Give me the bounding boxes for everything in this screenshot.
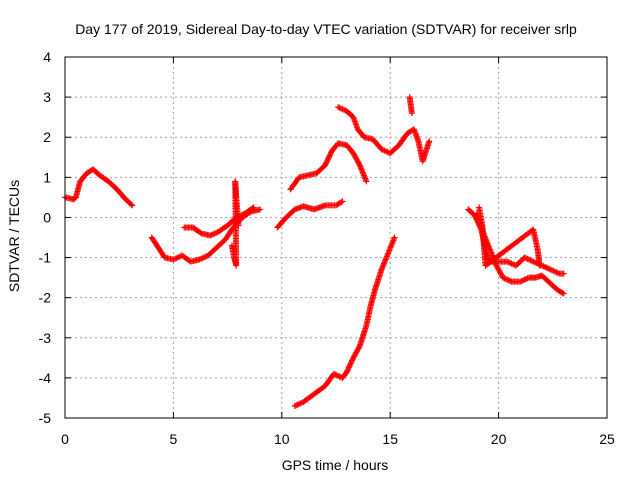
y-axis-label: SDTVAR / TECUs: [6, 180, 22, 292]
data-point: [197, 229, 204, 236]
data-point: [536, 262, 543, 269]
y-tick-label: -1: [39, 250, 52, 266]
y-tick-label: -5: [39, 410, 52, 426]
x-tick-label: 10: [274, 431, 290, 447]
data-point: [408, 110, 415, 117]
x-tick-label: 5: [170, 431, 178, 447]
x-tick-label: 15: [382, 431, 398, 447]
data-points: [62, 94, 567, 409]
chart-title: Day 177 of 2019, Sidereal Day-to-day VTE…: [75, 21, 577, 37]
y-tick-label: 3: [43, 89, 51, 105]
data-point: [338, 199, 345, 206]
x-axis-label: GPS time / hours: [282, 457, 389, 473]
data-point: [235, 222, 242, 229]
data-point: [339, 198, 346, 205]
y-tick-label: 0: [43, 209, 51, 225]
data-point: [129, 202, 136, 209]
x-ticks: 0 5 10 15 20 25: [61, 57, 615, 447]
y-tick-label: -2: [39, 290, 52, 306]
x-tick-label: 20: [491, 431, 507, 447]
data-point: [250, 204, 257, 211]
data-point: [426, 138, 433, 145]
data-point: [363, 178, 370, 185]
data-point: [391, 234, 398, 241]
y-ticks: -5 -4 -3 -2 -1 0 1 2 3 4: [39, 49, 607, 426]
data-point: [249, 205, 256, 212]
data-point: [356, 344, 363, 351]
data-point: [560, 270, 567, 277]
y-tick-label: 1: [43, 169, 51, 185]
y-tick-label: -3: [39, 330, 52, 346]
data-point: [559, 289, 566, 296]
y-tick-label: 4: [43, 49, 51, 65]
x-tick-label: 25: [599, 431, 615, 447]
grid: [65, 57, 607, 418]
data-point: [128, 201, 135, 208]
plot-frame: [64, 56, 608, 419]
y-tick-label: 2: [43, 129, 51, 145]
data-point: [356, 160, 363, 167]
y-tick-label: -4: [39, 370, 52, 386]
x-tick-label: 0: [61, 431, 69, 447]
data-point: [560, 290, 567, 297]
data-point: [257, 206, 264, 213]
